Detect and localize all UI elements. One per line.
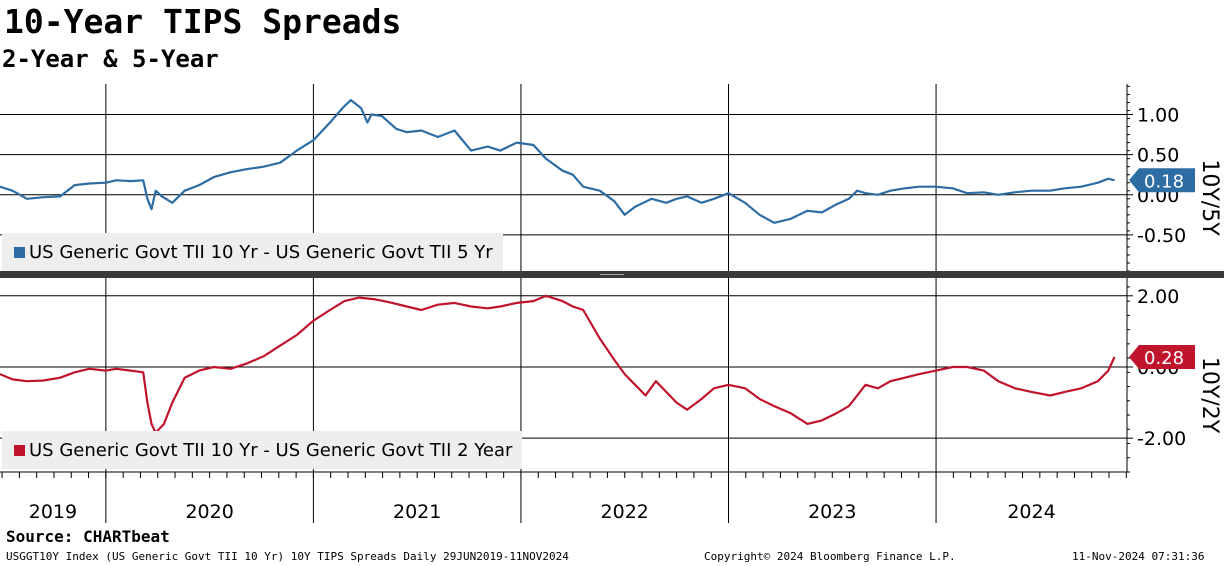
- x-tick-label-2024: 2024: [1007, 501, 1055, 523]
- x-tick-label-2023: 2023: [808, 501, 856, 523]
- legend-label-10y-2y: US Generic Govt TII 10 Yr - US Generic G…: [29, 439, 513, 461]
- top-y-axis: 1.000.500.00-0.50: [1126, 84, 1186, 272]
- series-line-10y-2y: [0, 294, 1116, 434]
- x-axis: 2019 2020 2021 2022 2023 2024: [0, 471, 1127, 523]
- legend-10y-2y: US Generic Govt TII 10 Yr - US Generic G…: [2, 431, 523, 469]
- legend-10y-5y: US Generic Govt TII 10 Yr - US Generic G…: [2, 233, 503, 271]
- legend-swatch-10y-2y: [14, 444, 25, 456]
- bottom-panel: 2.000.00-2.00 0.28 10Y/2Y: [0, 278, 1222, 473]
- ticker-info: USGGT10Y Index (US Generic Govt TII 10 Y…: [6, 550, 569, 563]
- last-value-tag-shape-10y-2y: [1129, 345, 1195, 370]
- y-tick-label: 1.00: [1137, 104, 1179, 126]
- chart-title: 10-Year TIPS Spreads: [4, 2, 402, 41]
- y-axis-title-10y-2y: 10Y/2Y: [1197, 357, 1222, 434]
- top-horizontal-gridlines: [0, 113, 1127, 236]
- legend-swatch-10y-5y: [14, 246, 25, 258]
- copyright-note: Copyright© 2024 Bloomberg Finance L.P.: [704, 550, 956, 563]
- x-tick-label-2020: 2020: [185, 501, 233, 523]
- last-value-label-10y-2y: 0.28: [1144, 348, 1184, 369]
- panel-divider-grip: [600, 274, 624, 275]
- last-value-label-10y-5y: 0.18: [1144, 171, 1184, 192]
- y-tick-label: 0.50: [1137, 145, 1179, 167]
- y-axis-title-10y-5y: 10Y/5Y: [1197, 159, 1222, 236]
- x-tick-label-2022: 2022: [601, 501, 649, 523]
- top-panel: 1.000.500.00-0.50 0.18 10Y/5Y: [0, 84, 1222, 272]
- chart-canvas: 1.000.500.00-0.50 0.18 10Y/5Y 2.000.00-2…: [0, 84, 1224, 523]
- timestamp: 11-Nov-2024 07:31:36: [1072, 550, 1205, 563]
- last-value-tag-10y-2y: 0.28: [1129, 345, 1195, 370]
- source-note: Source: CHARTbeat: [6, 527, 170, 546]
- x-tick-label-2019: 2019: [29, 501, 77, 523]
- x-tick-label-2021: 2021: [393, 501, 441, 523]
- y-tick-label: -2.00: [1137, 428, 1186, 450]
- series-line-10y-5y: [0, 98, 1115, 224]
- y-tick-label: 2.00: [1137, 286, 1179, 308]
- last-value-tag-10y-5y: 0.18: [1129, 168, 1195, 193]
- chart-subtitle: 2-Year & 5-Year: [2, 45, 219, 73]
- last-value-tag-shape-10y-5y: [1129, 168, 1195, 193]
- bottom-y-axis: 2.000.00-2.00: [1126, 278, 1186, 473]
- y-tick-label: -0.50: [1137, 225, 1186, 247]
- legend-label-10y-5y: US Generic Govt TII 10 Yr - US Generic G…: [29, 241, 493, 263]
